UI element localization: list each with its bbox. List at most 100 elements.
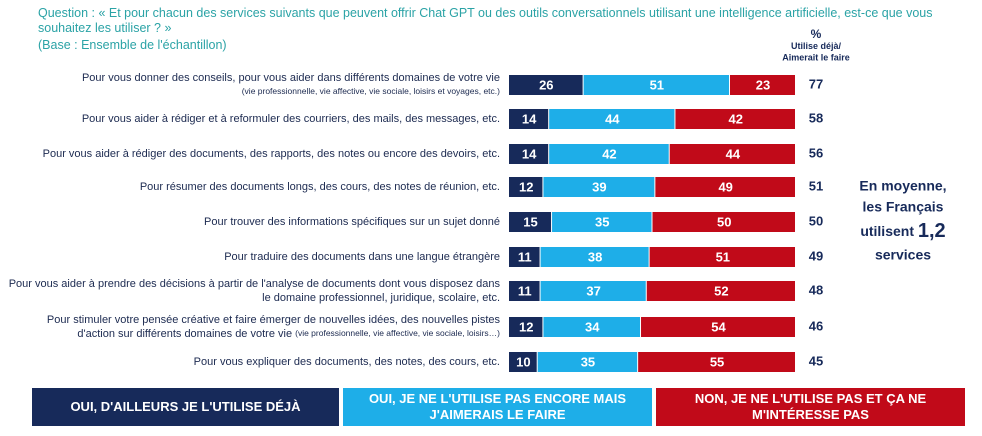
legend-item: OUI, JE NE L'UTILISE PAS ENCORE MAIS J'A… (343, 388, 652, 426)
bar-segment (509, 247, 540, 267)
category-text: Pour trouver des informations spécifique… (204, 216, 500, 228)
data-label: 26 (539, 77, 553, 92)
data-label: 39 (592, 179, 606, 194)
annotation-text: utilisent (860, 223, 914, 239)
annotation: les Français (863, 199, 944, 215)
bar-segment (543, 317, 641, 337)
bar-segment (509, 212, 552, 232)
bar-segment (543, 177, 655, 197)
data-label: 38 (588, 249, 602, 264)
data-label: 15 (523, 214, 537, 229)
category-label: Pour stimuler votre pensée créative et f… (47, 314, 501, 326)
data-label: 14 (522, 146, 537, 161)
bar-segment (509, 144, 549, 164)
annotation: utilisent 1,2 (860, 220, 945, 242)
data-label: 44 (605, 111, 620, 126)
data-label: 42 (602, 146, 616, 161)
bar-segment (549, 109, 675, 129)
data-label: 51 (716, 249, 730, 264)
totals-header: Aimerait le faire (782, 52, 850, 62)
category-label: (vie professionnelle, vie affective, vie… (242, 86, 500, 96)
legend-item: NON, JE NE L'UTILISE PAS ET ÇA NE M'INTÉ… (656, 388, 965, 426)
data-label: 51 (650, 77, 664, 92)
bar-segment (729, 75, 795, 95)
category-note: (vie professionnelle, vie affective, vie… (295, 328, 500, 338)
totals-header: Utilise déjà/ (791, 41, 842, 51)
data-label: 10 (516, 354, 530, 369)
data-label: 11 (518, 249, 532, 264)
bar-segment (509, 281, 540, 301)
bar-segment (675, 109, 795, 129)
category-text: Pour traduire des documents dans une lan… (224, 251, 500, 263)
category-label: Pour vous aider à rédiger des documents,… (43, 148, 500, 160)
total-label: 45 (809, 353, 823, 368)
bar-segment (509, 75, 583, 95)
category-label: Pour résumer des documents longs, des co… (140, 181, 500, 193)
data-label: 49 (718, 179, 732, 194)
total-label: 58 (809, 110, 823, 125)
total-label: 48 (809, 282, 823, 297)
annotation: En moyenne, (859, 178, 946, 194)
category-label: Pour vous aider à rédiger et à reformule… (82, 113, 500, 125)
bar-segment (549, 144, 669, 164)
category-text: Pour résumer des documents longs, des co… (140, 181, 500, 193)
category-label: Pour traduire des documents dans une lan… (224, 251, 500, 263)
bar-segment (540, 281, 646, 301)
category-text: d'action sur différents domaines de votr… (77, 328, 292, 340)
data-label: 14 (522, 111, 537, 126)
bar-segment (646, 281, 795, 301)
bar-segment (655, 177, 795, 197)
category-label: d'action sur différents domaines de votr… (77, 328, 500, 340)
bar-segment (537, 352, 638, 372)
bar-segment (669, 144, 795, 164)
category-text: Pour vous aider à prendre des décisions … (9, 278, 501, 290)
data-label: 44 (726, 146, 741, 161)
data-label: 12 (519, 319, 533, 334)
total-label: 51 (809, 178, 823, 193)
totals-header: % (811, 27, 822, 41)
category-label: Pour vous aider à prendre des décisions … (9, 278, 501, 290)
data-label: 23 (756, 77, 770, 92)
total-label: 56 (809, 145, 823, 160)
data-label: 12 (519, 179, 533, 194)
category-label: Pour vous expliquer des documents, des n… (194, 356, 500, 368)
category-label: Pour vous donner des conseils, pour vous… (82, 72, 500, 84)
bar-segment (540, 247, 649, 267)
bar-segment (509, 352, 537, 372)
data-label: 55 (710, 354, 724, 369)
category-note: (vie professionnelle, vie affective, vie… (242, 86, 500, 96)
total-label: 49 (809, 248, 823, 263)
bar-segment (583, 75, 729, 95)
chart-subtitle: (Base : Ensemble de l'échantillon) (38, 38, 227, 52)
bar-segment (641, 317, 795, 337)
bar-segment (638, 352, 795, 372)
bar-segment (552, 212, 652, 232)
bar-segment (509, 109, 549, 129)
category-text: Pour vous aider à rédiger des documents,… (43, 148, 500, 160)
annotation: services (875, 247, 931, 263)
total-label: 46 (809, 318, 823, 333)
data-label: 11 (518, 283, 532, 298)
chart-title: Question : « Et pour chacun des services… (38, 6, 933, 35)
data-label: 34 (585, 319, 600, 334)
category-label: le domaine professionnel, juridique, sco… (262, 292, 500, 304)
category-text: Pour vous donner des conseils, pour vous… (82, 72, 500, 84)
data-label: 35 (595, 214, 609, 229)
category-text: le domaine professionnel, juridique, sco… (262, 292, 500, 304)
legend-item: OUI, D'AILLEURS JE L'UTILISE DÉJÀ (32, 388, 339, 426)
category-label: Pour trouver des informations spécifique… (204, 216, 500, 228)
bar-segment (509, 317, 543, 337)
bar-segment (649, 247, 795, 267)
data-label: 42 (728, 111, 742, 126)
data-label: 37 (586, 283, 600, 298)
category-text: Pour vous aider à rédiger et à reformule… (82, 113, 500, 125)
category-text: Pour stimuler votre pensée créative et f… (47, 314, 501, 326)
data-label: 35 (581, 354, 595, 369)
data-label: 50 (717, 214, 731, 229)
annotation-emphasis: 1,2 (918, 220, 946, 242)
bar-segment (509, 177, 543, 197)
total-label: 77 (809, 76, 823, 91)
bar-segment (652, 212, 795, 232)
data-label: 54 (711, 319, 726, 334)
